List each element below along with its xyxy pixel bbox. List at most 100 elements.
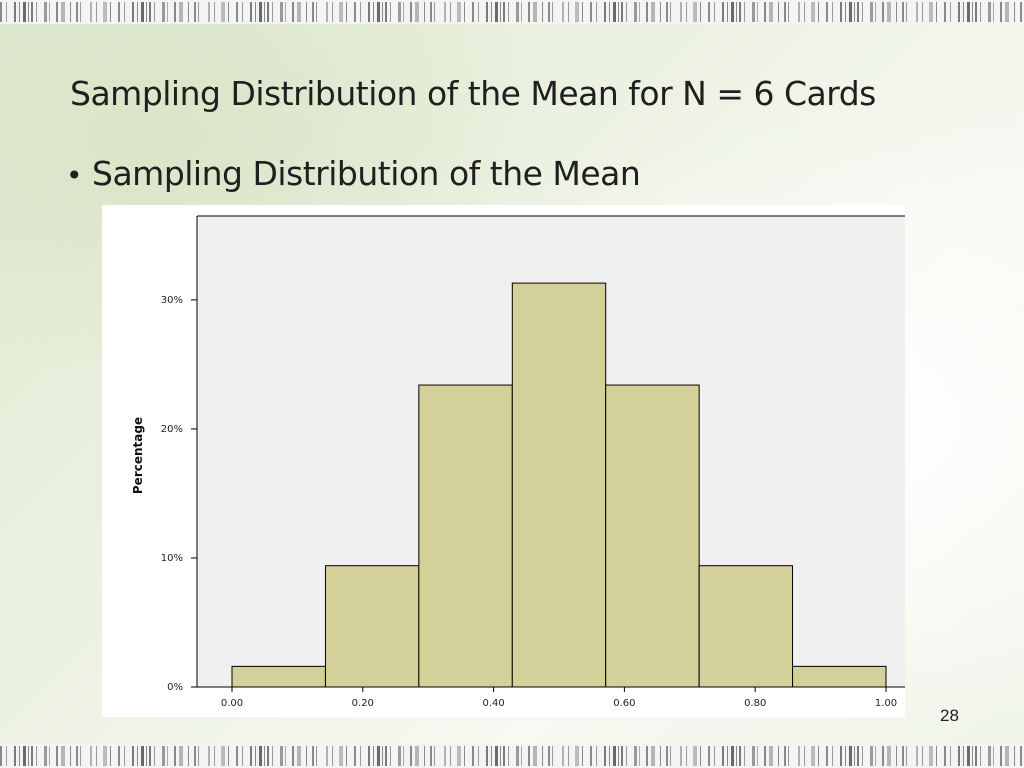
- stripe-bar: [174, 2, 176, 22]
- stripe-bar: [521, 746, 522, 766]
- stripe-bar: [916, 746, 918, 766]
- stripe-bar: [944, 2, 946, 22]
- stripe-bar: [896, 746, 897, 766]
- stripe-bar: [360, 746, 361, 766]
- stripe-bar: [680, 746, 682, 766]
- stripe-bar: [146, 746, 147, 766]
- stripe-bar: [862, 746, 863, 766]
- stripe-bar: [568, 746, 569, 766]
- stripe-bar: [818, 2, 819, 22]
- stripe-bar: [96, 746, 97, 766]
- stripe-bar: [596, 2, 597, 22]
- stripe-bar: [902, 746, 904, 766]
- stripe-bar: [167, 2, 168, 22]
- top-decorative-stripe: [0, 0, 1024, 24]
- stripe-bar: [1020, 2, 1022, 22]
- stripe-bar: [845, 2, 846, 22]
- stripe-bar: [975, 2, 977, 22]
- stripe-bar: [618, 2, 619, 22]
- ticks-group: 0% 10% 20% 30% 0.00 0.20 0.40 0.60 0.80 1.00: [161, 295, 897, 709]
- stripe-bar: [31, 2, 33, 22]
- stripe-bar: [752, 746, 755, 766]
- stripe-bar: [967, 2, 970, 22]
- stripe-bar: [221, 2, 225, 22]
- stripe-bar: [906, 2, 907, 22]
- stripe-bar: [708, 2, 710, 22]
- stripe-bar: [958, 2, 960, 22]
- stripe-bar: [478, 746, 479, 766]
- histogram-bar-3: [418, 384, 513, 688]
- stripe-bar: [727, 746, 728, 766]
- stripe-bar: [784, 2, 786, 22]
- stripe-bar: [132, 746, 134, 766]
- stripe-bar: [736, 2, 737, 22]
- stripe-bar: [444, 2, 446, 22]
- stripe-bar: [666, 2, 668, 22]
- stripe-bar: [292, 746, 294, 766]
- stripe-bar: [832, 746, 833, 766]
- stripe-bar: [267, 2, 269, 22]
- stripe-bar: [90, 2, 92, 22]
- stripe-bar: [503, 746, 505, 766]
- stripe-bar: [403, 746, 404, 766]
- stripe-bar: [495, 2, 498, 22]
- histogram-bar-2: [324, 565, 420, 688]
- stripe-bar: [472, 746, 474, 766]
- stripe-bar: [875, 746, 876, 766]
- stripe-bar: [764, 2, 766, 22]
- stripe-bar: [929, 746, 933, 766]
- stripe-bar: [194, 746, 196, 766]
- stripe-bar: [19, 746, 20, 766]
- stripe-bar: [377, 746, 380, 766]
- stripe-bar: [714, 746, 715, 766]
- stripe-bar: [533, 2, 537, 22]
- stripe-bar: [1014, 2, 1015, 22]
- barcode-stripe-graphic: [0, 2, 1022, 22]
- stripe-bar: [840, 746, 842, 766]
- stripe-bar: [410, 746, 412, 766]
- stripe-bar: [922, 2, 923, 22]
- stripe-bar: [236, 2, 238, 22]
- stripe-bar: [339, 2, 343, 22]
- stripe-bar: [478, 2, 479, 22]
- stripe-bar: [61, 746, 65, 766]
- stripe-bar: [500, 2, 501, 22]
- stripe-bar: [316, 2, 317, 22]
- stripe-bar: [639, 2, 640, 22]
- stripe-bar: [700, 2, 701, 22]
- stripe-bar: [1014, 746, 1015, 766]
- stripe-bar: [208, 746, 210, 766]
- stripe-bar: [769, 746, 773, 766]
- stripe-bar: [264, 2, 265, 22]
- stripe-bar: [686, 2, 687, 22]
- stripe-bar: [250, 746, 252, 766]
- stripe-bar: [398, 746, 401, 766]
- stripe-bar: [528, 2, 530, 22]
- x-tick-label: 1.00: [875, 698, 897, 709]
- stripe-bar: [936, 746, 937, 766]
- stripe-bar: [264, 746, 265, 766]
- stripe-bar: [757, 2, 758, 22]
- stripe-bar: [568, 2, 569, 22]
- stripe-bar: [916, 2, 918, 22]
- stripe-bar: [332, 2, 333, 22]
- stripe-bar: [124, 746, 125, 766]
- stripe-bar: [56, 2, 58, 22]
- stripe-bar: [214, 2, 215, 22]
- stripe-bar: [963, 746, 964, 766]
- y-tick-label: 20%: [161, 424, 183, 435]
- y-tick-label: 10%: [161, 553, 183, 564]
- stripe-bar: [626, 746, 627, 766]
- stripe-bar: [14, 2, 16, 22]
- stripe-bar: [516, 746, 519, 766]
- stripe-bar: [621, 2, 623, 22]
- stripe-bar: [1000, 746, 1002, 766]
- stripe-bar: [146, 2, 147, 22]
- stripe-bar: [56, 746, 58, 766]
- stripe-bar: [882, 2, 884, 22]
- bullet-text: Sampling Distribution of the Mean: [92, 154, 641, 193]
- stripe-bar: [424, 2, 425, 22]
- stripe-bar: [739, 746, 741, 766]
- stripe-bar: [798, 746, 800, 766]
- stripe-bar: [403, 2, 404, 22]
